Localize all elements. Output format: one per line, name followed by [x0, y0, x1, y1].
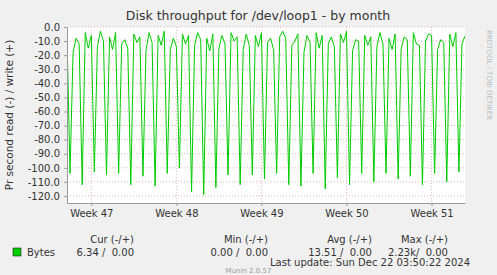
x-tick: Week 50: [325, 203, 368, 219]
grid-line: [67, 41, 465, 42]
legend-swatch: [13, 248, 21, 256]
legend-header: Max (-/+): [401, 234, 448, 245]
y-tick-label: -50.0: [34, 92, 60, 103]
x-tick: Week 51: [410, 203, 453, 219]
grid: [67, 27, 465, 203]
y-tick: -50.0: [34, 92, 67, 103]
y-tick-mark: [64, 55, 67, 56]
legend-header: Avg (-/+): [327, 234, 372, 245]
y-tick: -100.0: [28, 163, 67, 174]
y-axis: 0.0 -10.0 -20.0 -30.0 -40.0 -50.0 -60.0 -70.0 -8…: [28, 22, 68, 204]
legend-stat: 0.00 / 0.00: [211, 247, 268, 258]
y-axis-title: Pr second read (-) / write (+): [3, 40, 15, 191]
x-tick-label: Week 49: [240, 208, 283, 219]
series-line: [67, 31, 465, 194]
y-tick-mark: [64, 140, 67, 141]
y-tick-label: -70.0: [34, 120, 60, 131]
x-tick-label: Week 47: [70, 208, 113, 219]
grid-line: [67, 27, 465, 28]
y-tick: -90.0: [34, 148, 67, 159]
grid-line: [67, 139, 465, 140]
y-tick-mark: [64, 196, 67, 197]
y-tick: -80.0: [34, 134, 67, 145]
y-tick-label: -60.0: [34, 106, 60, 117]
plot-area: [67, 27, 465, 203]
y-tick-label: -100.0: [28, 163, 60, 174]
y-tick-mark: [64, 154, 67, 155]
y-tick: 0.0: [44, 22, 67, 33]
y-tick-mark: [64, 126, 67, 127]
y-tick-label: -90.0: [34, 148, 60, 159]
y-tick: -70.0: [34, 120, 67, 131]
grid-line: [67, 167, 465, 168]
y-tick-label: -120.0: [28, 191, 60, 202]
x-tick-label: Week 50: [325, 208, 368, 219]
x-tick-mark: [261, 203, 262, 206]
y-tick-mark: [64, 83, 67, 84]
legend-label: Bytes: [27, 247, 55, 258]
y-tick-label: -10.0: [34, 36, 60, 47]
y-tick: -20.0: [34, 50, 67, 61]
grid-line: [67, 83, 465, 84]
x-tick-mark: [432, 203, 433, 206]
credit: Munin 2.0.57: [226, 267, 272, 275]
y-tick: -40.0: [34, 78, 67, 89]
x-axis: Week 47 Week 48 Week 49 Week 50 Week 51: [68, 203, 466, 219]
x-tick: Week 47: [70, 203, 113, 219]
y-tick-mark: [64, 27, 67, 28]
y-tick-mark: [64, 69, 67, 70]
background: [0, 0, 497, 275]
y-tick: -110.0: [28, 177, 67, 188]
y-axis-line: [67, 28, 68, 204]
y-tick: -30.0: [34, 64, 67, 75]
y-tick-label: -110.0: [28, 177, 60, 188]
y-tick-label: -20.0: [34, 50, 60, 61]
grid-line: [67, 181, 465, 182]
x-tick: Week 48: [155, 203, 198, 219]
y-tick: -10.0: [34, 36, 67, 47]
x-tick: Week 49: [240, 203, 283, 219]
x-tick-mark: [176, 203, 177, 206]
legend-header: Min (-/+): [224, 234, 268, 245]
y-tick-label: -80.0: [34, 134, 60, 145]
y-tick-mark: [64, 111, 67, 112]
watermark: RRDTOOL / TOBI OETIKER: [485, 30, 493, 120]
grid-line: [67, 153, 465, 154]
x-tick-label: Week 48: [155, 208, 198, 219]
grid-line: [67, 69, 465, 70]
y-tick: -120.0: [28, 191, 67, 202]
y-tick-mark: [64, 41, 67, 42]
y-tick: -60.0: [34, 106, 67, 117]
grid-line: [67, 55, 465, 56]
x-axis-line: [68, 203, 466, 204]
x-tick-label: Week 51: [410, 208, 453, 219]
x-tick-mark: [347, 203, 348, 206]
y-tick-mark: [64, 97, 67, 98]
y-tick-label: 0.0: [44, 22, 60, 33]
y-tick-label: -40.0: [34, 78, 60, 89]
footer: Last update: Sun Dec 22 03:50:22 2024: [270, 257, 470, 268]
title: Disk throughput for /dev/loop1 - by mont…: [126, 8, 390, 23]
chart: 0.0 -10.0 -20.0 -30.0 -40.0 -50.0 -60.0 -70.0 -8…: [0, 0, 497, 275]
legend-header: Cur (-/+): [90, 234, 134, 245]
grid-line: [67, 195, 465, 196]
y-tick-mark: [64, 168, 67, 169]
x-tick-mark: [91, 203, 92, 206]
series-group: [67, 31, 465, 194]
legend-stat: 6.34 / 0.00: [77, 247, 134, 258]
y-tick-label: -30.0: [34, 64, 60, 75]
y-tick-mark: [64, 182, 67, 183]
